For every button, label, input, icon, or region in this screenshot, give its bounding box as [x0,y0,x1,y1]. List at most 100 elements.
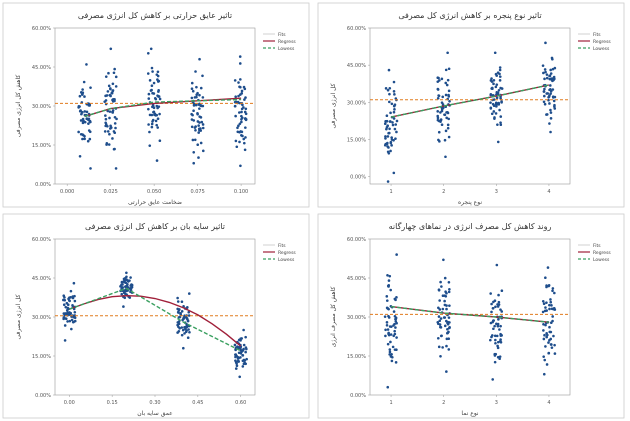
data-point [498,68,502,72]
data-point [545,92,548,95]
y-tick-label: 45.00% [347,63,366,69]
data-point [390,136,393,139]
data-point [542,337,546,341]
chart-panel-2: تاثیر نوع پنجره بر کاهش انرژی کل مصرفی 0.… [317,2,625,208]
data-point [234,139,238,143]
data-point [186,319,190,322]
y-axis-label: کل انرژی مصرفی [330,83,337,128]
data-point [383,122,387,126]
data-point [125,289,129,293]
data-point [499,86,502,90]
data-point [543,309,547,313]
data-point [549,130,552,134]
data-point [545,73,549,76]
data-point [103,130,107,133]
data-point [126,280,130,283]
data-point [495,96,499,100]
data-point [553,343,556,347]
data-point [448,326,451,329]
data-point [542,329,545,332]
data-point [436,88,440,91]
data-point [157,95,161,98]
data-point [542,90,546,93]
data-point [63,324,67,327]
data-point [71,295,75,298]
data-point [233,100,237,104]
data-point [551,88,555,91]
data-point [65,312,69,316]
data-point [83,110,87,113]
chart-title: روند کاهش کل مصرف انرژی در نماهای چهارگا… [389,221,552,231]
data-point [388,100,391,104]
data-point [240,117,243,121]
data-point [492,82,495,86]
data-point [151,104,155,108]
data-point [242,328,245,332]
legend-label: Regress [593,39,611,45]
data-point [446,51,449,55]
data-point [123,276,127,280]
data-point [242,358,246,362]
data-point [543,358,547,362]
data-point [190,96,194,100]
data-point [388,127,391,131]
series-line-regress [69,294,242,347]
data-point [552,334,555,338]
data-point [543,94,546,98]
x-tick-label: 4 [547,189,550,195]
data-point [390,138,394,141]
data-point [242,141,246,145]
data-point [542,71,545,75]
data-point [392,104,396,108]
data-point [108,132,111,136]
data-point [445,292,448,295]
chart-title: تاثیر نوع پنجره بر کاهش انرژی کل مصرفی [398,11,541,20]
x-tick-label: 0.00 [64,400,75,406]
data-point [443,276,447,280]
data-point [389,340,392,344]
data-point [384,87,388,90]
data-point [548,325,551,329]
data-point [543,333,546,337]
data-point [238,140,241,144]
data-point [541,299,545,303]
data-point [545,113,548,116]
data-point [146,51,150,55]
data-point [201,126,205,130]
y-axis-label: کاهش کل مصرف انرژی [330,286,337,347]
data-point [89,167,92,170]
data-point [546,266,550,269]
data-point [385,119,389,123]
data-point [70,327,73,331]
data-point [394,361,398,364]
data-point [389,140,393,144]
data-point [201,123,205,126]
data-point [198,121,201,124]
series-line-lowess [84,98,242,118]
data-point [244,96,247,99]
data-point [81,137,84,141]
y-tick-label: 15.00% [32,354,51,360]
data-point [436,76,440,80]
data-point [156,117,160,121]
data-point [191,113,194,117]
data-point [493,51,497,55]
data-point [111,82,115,86]
data-point [155,113,159,117]
data-point [83,137,86,141]
data-point [82,80,86,84]
y-tick-label: 0.00% [35,393,51,399]
data-point [244,112,248,116]
x-tick-label: 4 [547,400,550,406]
data-point [445,337,449,341]
data-point [176,296,179,300]
data-point [85,110,89,114]
data-point [393,329,396,333]
data-point [545,76,549,80]
data-point [490,112,494,116]
data-point [440,123,444,127]
data-point [158,97,162,101]
data-point [182,346,185,350]
